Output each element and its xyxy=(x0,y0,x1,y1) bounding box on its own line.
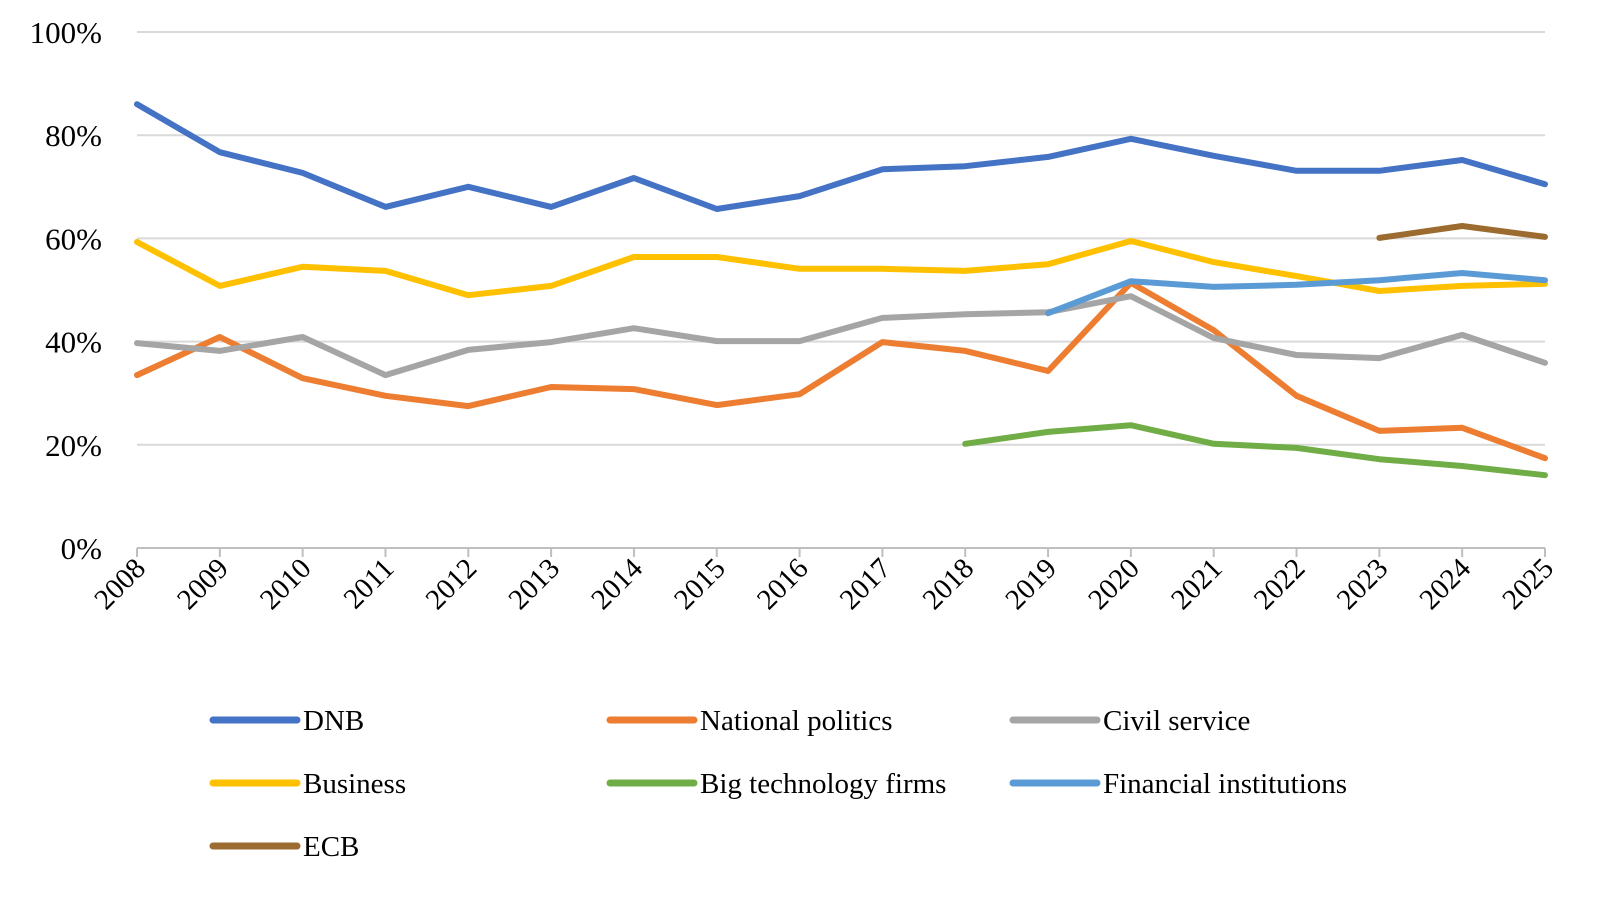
y-tick-label: 0% xyxy=(61,531,102,566)
x-tick-label: 2021 xyxy=(1165,552,1229,616)
y-tick-label: 60% xyxy=(45,221,102,256)
legend-item: Financial institutions xyxy=(1009,768,1347,800)
legend-label: National politics xyxy=(700,705,893,737)
y-tick-label: 20% xyxy=(45,428,102,463)
series-line-big-technology-firms xyxy=(962,422,1548,479)
series-line-dnb xyxy=(134,101,1548,212)
legend-item: DNB xyxy=(209,705,364,737)
y-axis-ticks: 0% 20% 40% 60% 80% 100% xyxy=(30,15,102,566)
x-tick-label: 2019 xyxy=(999,552,1063,616)
legend-label: DNB xyxy=(303,705,364,737)
x-tick-label: 2023 xyxy=(1331,552,1395,616)
y-tick-label: 40% xyxy=(45,325,102,360)
series-line-national-politics xyxy=(134,279,1548,462)
legend-item: Civil service xyxy=(1009,705,1250,737)
y-tick-label: 100% xyxy=(30,15,102,50)
x-tick-label: 2012 xyxy=(420,552,484,616)
x-axis: 2008 2009 2010 2011 2012 2013 2014 2015 2016 2017… xyxy=(88,547,1560,616)
series-line-business xyxy=(134,238,1548,299)
legend-item: ECB xyxy=(209,831,359,863)
gridlines xyxy=(137,31,1545,446)
x-tick-label: 2020 xyxy=(1082,552,1146,616)
series-line-ecb xyxy=(1376,223,1548,241)
legend-label: Civil service xyxy=(1103,705,1250,737)
legend-label: ECB xyxy=(303,831,359,863)
x-tick-label: 2009 xyxy=(171,552,235,616)
legend-item: Big technology firms xyxy=(606,768,946,800)
legend-item: Business xyxy=(209,768,406,800)
legend-label: Financial institutions xyxy=(1103,768,1347,800)
series-lines xyxy=(134,101,1548,479)
x-tick-label: 2010 xyxy=(254,552,318,616)
x-tick-label: 2014 xyxy=(585,552,649,616)
x-tick-label: 2015 xyxy=(668,552,732,616)
x-tick-label: 2013 xyxy=(502,552,566,616)
legend-label: Business xyxy=(303,768,406,800)
x-tick-label: 2025 xyxy=(1496,552,1560,616)
series-line-civil-service xyxy=(134,293,1548,379)
y-tick-label: 80% xyxy=(45,118,102,153)
legend-item: National politics xyxy=(606,705,893,737)
x-tick-label: 2011 xyxy=(338,552,401,615)
x-tick-label: 2018 xyxy=(917,552,981,616)
x-tick-label: 2022 xyxy=(1248,552,1312,616)
legend-label: Big technology firms xyxy=(700,768,946,800)
x-tick-label: 2016 xyxy=(751,552,815,616)
x-tick-label: 2024 xyxy=(1413,552,1477,616)
x-tick-label: 2017 xyxy=(834,552,898,616)
legend: DNB National politics Civil service Busines… xyxy=(209,705,1347,863)
